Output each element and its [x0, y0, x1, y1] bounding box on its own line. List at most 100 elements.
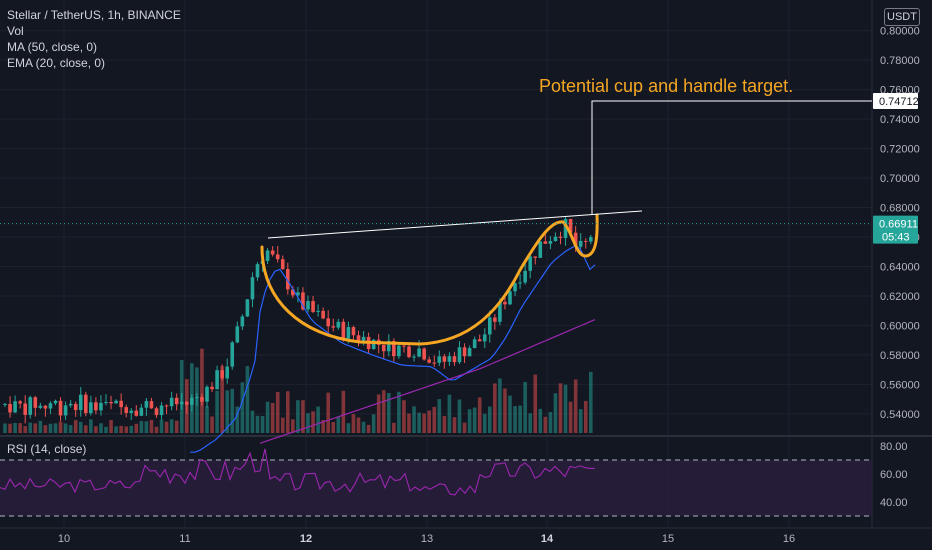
- candle-body: [346, 327, 351, 339]
- volume-bar: [3, 423, 7, 433]
- volume-bar: [94, 426, 98, 433]
- candle-body: [543, 241, 548, 244]
- candle-body: [18, 401, 22, 404]
- candle-body: [402, 345, 406, 347]
- y-tick-label: 0.64000: [880, 261, 920, 273]
- candle-body: [422, 348, 426, 360]
- volume-bar: [124, 426, 128, 433]
- candle-body: [573, 232, 578, 247]
- candle-body: [63, 405, 68, 416]
- volume-bar: [43, 425, 48, 433]
- volume-bar: [250, 410, 255, 433]
- candle-body: [331, 326, 336, 328]
- volume-bar: [129, 425, 134, 433]
- candle-body: [301, 292, 305, 310]
- target-price-tag: [873, 93, 918, 109]
- candle-body: [124, 407, 128, 413]
- candle-body: [280, 259, 285, 270]
- volume-bar: [13, 423, 17, 433]
- volume-bar: [8, 423, 12, 433]
- candle-body: [53, 400, 58, 404]
- volume-bar: [457, 399, 462, 433]
- volume-bar: [38, 420, 43, 433]
- candle-body: [169, 397, 174, 407]
- resistance-trendline: [267, 210, 643, 239]
- candle-body: [13, 401, 17, 413]
- legend-ema: EMA (20, close, 0): [7, 56, 106, 70]
- candle-body: [412, 356, 416, 358]
- legend-ma: MA (50, close, 0): [7, 40, 98, 54]
- rsi-band-fill: [0, 460, 872, 516]
- volume-bar: [371, 414, 376, 433]
- candle-body: [563, 218, 568, 238]
- y-tick-label: 0.74000: [880, 114, 920, 126]
- candle-body: [488, 317, 492, 335]
- candle-body: [356, 335, 361, 342]
- candle-body: [341, 321, 346, 339]
- volume-bar: [417, 412, 421, 433]
- volume-bar: [275, 391, 280, 433]
- candle-body: [255, 264, 260, 278]
- volume-bar: [427, 410, 431, 433]
- volume-bar: [291, 419, 295, 433]
- volume-bar: [563, 384, 568, 433]
- volume-bar: [63, 423, 68, 433]
- candle-body: [321, 310, 325, 319]
- candle-body: [513, 283, 517, 292]
- currency-badge[interactable]: USDT: [884, 8, 920, 26]
- volume-bar: [280, 417, 285, 433]
- rsi-title: RSI (14, close): [7, 442, 86, 456]
- x-tick-label: 12: [300, 533, 312, 545]
- volume-bar: [139, 420, 144, 433]
- volume-bar: [361, 421, 366, 433]
- candle-body: [28, 397, 33, 415]
- candle-body: [174, 397, 179, 405]
- candle-body: [578, 240, 583, 247]
- volume-bar: [402, 400, 406, 433]
- volume-bar: [190, 363, 194, 433]
- volume-bar: [498, 378, 502, 433]
- volume-bar: [477, 397, 482, 433]
- volume-bar: [200, 348, 204, 433]
- volume-bar: [78, 421, 83, 433]
- candle-body: [432, 362, 437, 364]
- volume-bar: [437, 399, 442, 433]
- candle-body: [361, 336, 366, 342]
- volume-bar: [392, 422, 396, 433]
- candle-body: [311, 301, 315, 312]
- candle-body: [129, 410, 134, 413]
- volume-bar: [341, 390, 346, 433]
- candle-body: [164, 405, 169, 407]
- ma-line: [259, 319, 596, 444]
- candle-body: [265, 250, 270, 261]
- candle-body: [139, 407, 144, 416]
- candle-body: [583, 240, 588, 242]
- candle-body: [407, 346, 411, 358]
- volume-bar: [447, 394, 452, 433]
- candle-body: [134, 410, 139, 416]
- volume-bar: [84, 425, 88, 433]
- ema-line: [190, 245, 596, 453]
- candle-body: [508, 291, 512, 305]
- candle-body: [351, 327, 356, 336]
- candle-body: [452, 356, 457, 363]
- x-tick-label: 15: [662, 533, 674, 545]
- volume-bar: [260, 415, 265, 433]
- candle-body: [48, 403, 53, 409]
- symbol-title: Stellar / TetherUS, 1h, BINANCE: [7, 8, 181, 22]
- volume-bar: [578, 409, 583, 433]
- candle-body: [286, 269, 290, 290]
- volume-bar: [119, 425, 123, 433]
- volume-bar: [351, 414, 356, 433]
- volume-bar: [548, 412, 553, 433]
- candle-body: [371, 339, 376, 350]
- x-tick-label: 11: [179, 533, 190, 545]
- volume-bar: [149, 419, 154, 433]
- rsi-tick-label: 80.00: [880, 441, 908, 453]
- candle-body: [442, 356, 447, 362]
- y-tick-label: 0.78000: [880, 55, 920, 67]
- candle-countdown: 05:43: [882, 232, 910, 244]
- candle-body: [89, 402, 93, 414]
- volume-bar: [503, 388, 507, 433]
